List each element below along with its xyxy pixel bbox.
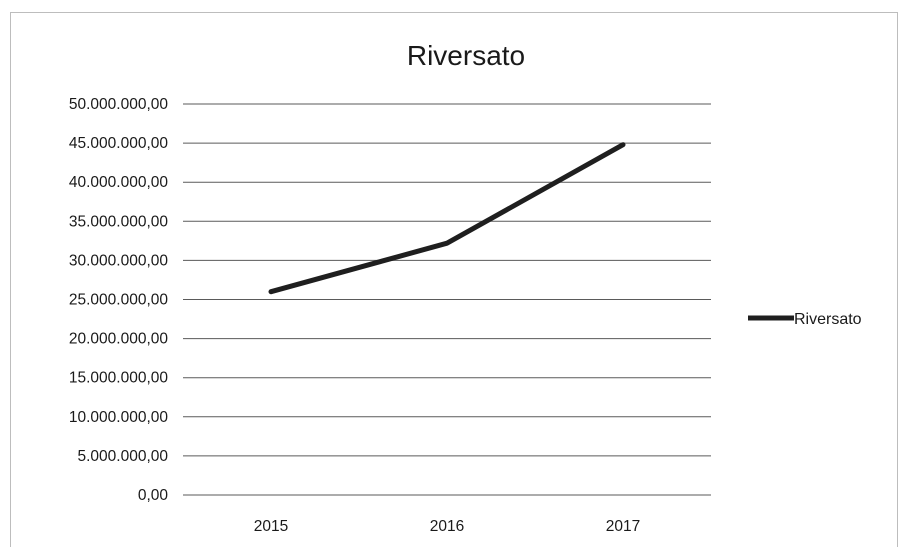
y-tick-label: 20.000.000,00 <box>69 331 169 348</box>
y-tick-label: 50.000.000,00 <box>69 96 169 113</box>
y-tick-label: 45.000.000,00 <box>69 135 169 152</box>
series-line-riversato <box>268 142 626 295</box>
y-tick-label: 30.000.000,00 <box>69 252 169 269</box>
y-tick-label: 15.000.000,00 <box>69 370 169 387</box>
y-tick-label: 0,00 <box>138 487 169 504</box>
x-tick-label: 2015 <box>254 518 288 535</box>
series-layer <box>268 142 626 295</box>
x-tick-label: 2017 <box>606 518 640 535</box>
y-tick-label: 40.000.000,00 <box>69 174 169 191</box>
y-tick-label: 35.000.000,00 <box>69 213 169 230</box>
y-tick-label: 10.000.000,00 <box>69 409 169 426</box>
chart-title: Riversato <box>407 40 525 71</box>
y-axis-tick-labels: 0,00 5.000.000,00 10.000.000,00 15.000.000,… <box>69 96 169 504</box>
chart-frame <box>10 12 898 547</box>
grid-layer <box>183 103 711 496</box>
legend-label-riversato: Riversato <box>794 311 862 328</box>
y-tick-label: 25.000.000,00 <box>69 292 169 309</box>
x-axis-tick-labels: 2015 2016 2017 <box>254 518 640 535</box>
x-tick-label: 2016 <box>430 518 464 535</box>
legend: Riversato <box>748 311 862 328</box>
y-tick-label: 5.000.000,00 <box>77 448 168 465</box>
